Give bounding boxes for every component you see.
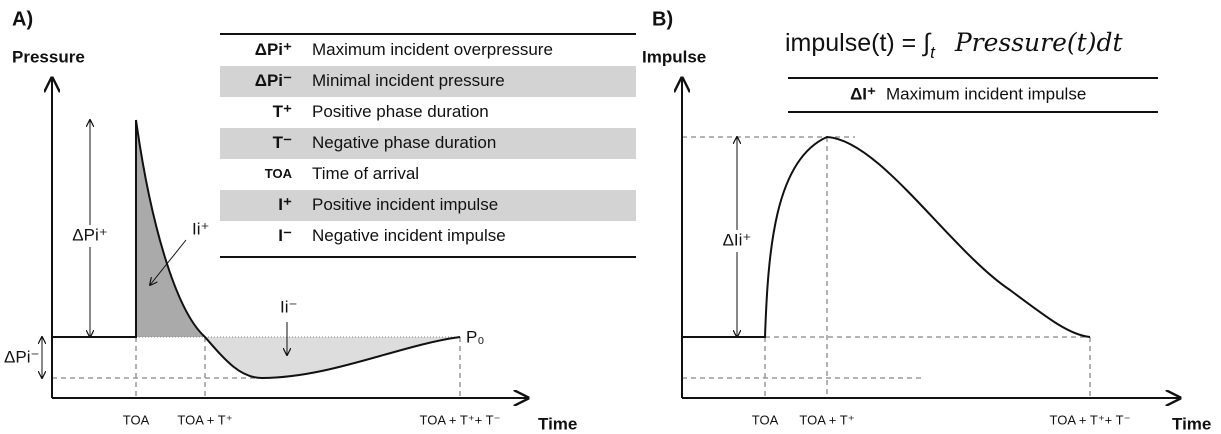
panel-label: B) xyxy=(652,8,673,30)
table-description: Negative phase duration xyxy=(312,133,496,152)
x-label: TOA + T⁺+ T⁻ xyxy=(420,412,501,427)
negative-area xyxy=(205,337,460,378)
guides xyxy=(52,337,461,398)
x-label: TOA + T⁺ xyxy=(799,412,854,427)
row-shade xyxy=(220,128,636,159)
table-description: Negative incident impulse xyxy=(312,226,506,245)
x-axis-label: Time xyxy=(1172,414,1211,433)
table-symbol: T⁻ xyxy=(273,133,292,152)
table-symbol: TOA xyxy=(265,166,293,181)
guides xyxy=(682,136,1091,398)
annotation: ΔPi⁺ xyxy=(72,225,107,244)
panel-a: A) Pressure Time ΔPi⁺ ΔPi⁻ Ii⁺ Ii⁻ P₀ TO… xyxy=(4,8,636,433)
annotation: Ii⁻ xyxy=(280,297,297,316)
y-axis-label: Impulse xyxy=(642,47,706,66)
table-symbol: T⁺ xyxy=(273,102,292,121)
pressure-curve xyxy=(52,119,461,380)
table-description: Positive incident impulse xyxy=(312,195,498,214)
x-label: TOA xyxy=(123,412,150,427)
label-bg xyxy=(70,225,110,247)
x-label: TOA xyxy=(752,412,779,427)
table-symbol: ΔI⁺ xyxy=(850,84,876,103)
panel-label: A) xyxy=(12,8,33,30)
x-label: TOA + T⁺+ T⁻ xyxy=(1050,412,1131,427)
formula: impulse(t) = ∫t Pressure(t)dt xyxy=(785,28,1123,63)
row-shade xyxy=(220,66,636,97)
table-description: Maximum incident overpressure xyxy=(312,40,553,59)
table-symbol: ΔPi⁺ xyxy=(255,40,292,59)
label-bg xyxy=(715,230,759,252)
table-description: Time of arrival xyxy=(312,164,419,183)
impulse-curve xyxy=(682,135,1091,338)
table-description: Maximum incident impulse xyxy=(886,84,1086,103)
formula-rhs: Pressure(t)dt xyxy=(954,28,1124,57)
annotation: Ii⁺ xyxy=(192,219,209,238)
x-label: TOA + T⁺ xyxy=(177,412,232,427)
formula-lhs: impulse(t) = ∫ xyxy=(785,29,931,57)
table-symbol: I⁺ xyxy=(278,195,292,214)
row-shade xyxy=(220,190,636,221)
x-axis-label: Time xyxy=(538,414,577,433)
annotation: ΔPi⁻ xyxy=(4,347,39,366)
annotation: P₀ xyxy=(466,327,484,346)
panel-b: B) Impulse Time impulse(t) = ∫t Pressure(… xyxy=(642,8,1211,433)
table-symbol: I⁻ xyxy=(278,226,292,245)
y-axis-label: Pressure xyxy=(12,47,85,66)
table-description: Positive phase duration xyxy=(312,102,489,121)
table-description: Minimal incident pressure xyxy=(312,71,505,90)
formula-sub: t xyxy=(930,43,936,62)
annotation: ΔIi⁺ xyxy=(723,230,752,249)
table-symbol: ΔPi⁻ xyxy=(255,71,292,90)
impulse-arrow xyxy=(150,239,187,285)
